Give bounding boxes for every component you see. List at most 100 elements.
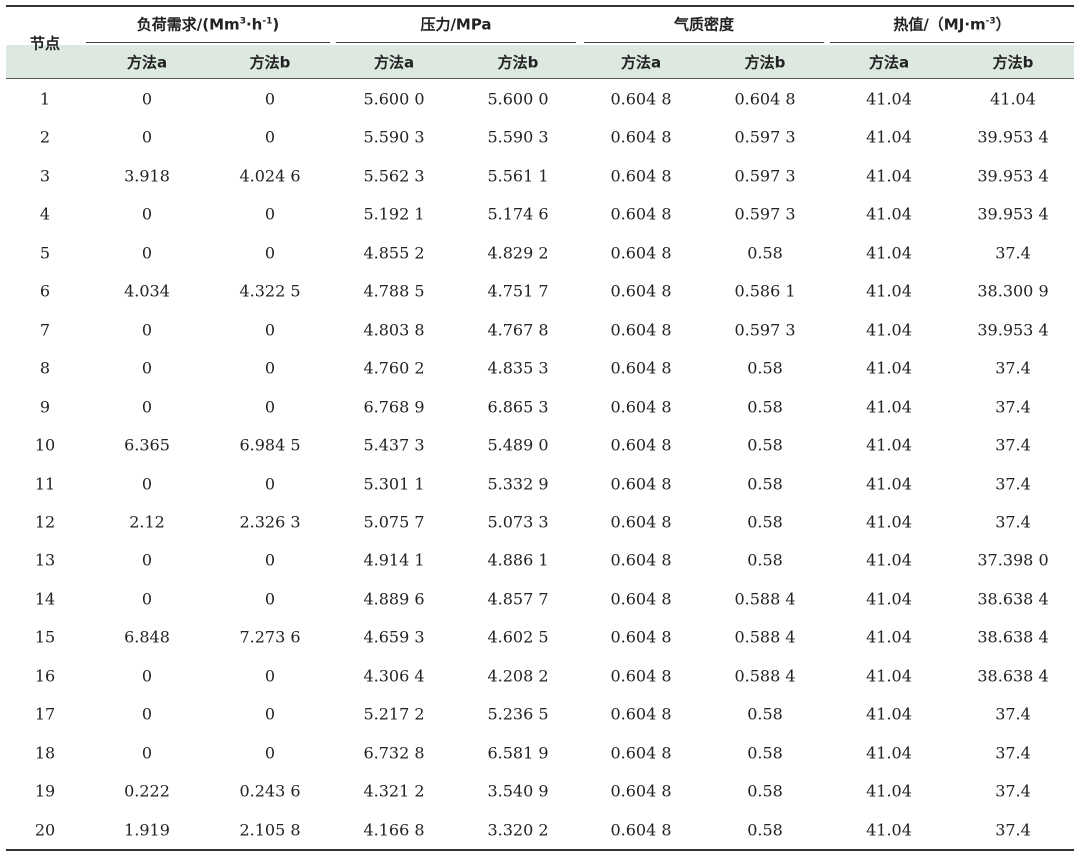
- cell-load-a: 0: [141, 704, 153, 724]
- cell-node-id: 13: [34, 550, 56, 570]
- cell-node-id: 5: [39, 243, 51, 263]
- cell-density-a: 0.604 8: [610, 589, 672, 609]
- cell-heating-a: 41.04: [866, 204, 912, 224]
- cell-heating-b: 37.4: [995, 243, 1031, 263]
- cell-density-a: 0.604 8: [610, 358, 672, 378]
- cell-load-b: 0: [264, 243, 276, 263]
- cell-heating-b: 37.4: [995, 743, 1031, 763]
- table-top-rule: [6, 5, 1074, 7]
- cell-heating-b: 37.4: [995, 820, 1031, 840]
- cell-load-a: 0: [141, 397, 153, 417]
- cell-pressure-a: 4.914 1: [363, 550, 425, 570]
- subheader-density-method-b: 方法b: [744, 53, 786, 72]
- cell-heating-b: 39.953 4: [977, 166, 1049, 186]
- cell-load-a: 0: [141, 550, 153, 570]
- cell-node-id: 17: [34, 704, 56, 724]
- cell-pressure-b: 4.767 8: [487, 320, 549, 340]
- cell-density-a: 0.604 8: [610, 474, 672, 493]
- cell-pressure-a: 4.306 4: [363, 666, 425, 686]
- cell-density-b: 0.604 8: [734, 89, 796, 109]
- cell-heating-b: 39.953 4: [977, 127, 1049, 147]
- subheader-density-method-a: 方法a: [620, 53, 662, 72]
- subheader-load-method-b: 方法b: [249, 53, 291, 72]
- cell-heating-a: 41.04: [866, 704, 912, 724]
- cell-heating-b: 37.4: [995, 704, 1031, 724]
- cell-pressure-b: 5.332 9: [487, 474, 549, 493]
- cell-pressure-b: 4.751 7: [487, 281, 549, 301]
- cell-density-b: 0.597 3: [734, 320, 796, 340]
- cell-heating-b: 41.04: [990, 89, 1036, 109]
- cell-heating-a: 41.04: [866, 358, 912, 378]
- cell-node-id: 2: [39, 127, 51, 147]
- cell-heating-b: 37.4: [995, 397, 1031, 417]
- group-rule-heating: [830, 42, 1074, 43]
- node-header: 节点: [29, 34, 61, 53]
- cell-load-a: 2.12: [129, 512, 165, 532]
- cell-node-id: 11: [34, 474, 56, 493]
- cell-load-b: 2.105 8: [239, 820, 301, 840]
- cell-density-b: 0.597 3: [734, 204, 796, 224]
- table-bottom-rule: [6, 849, 1074, 851]
- cell-load-a: 6.365: [124, 435, 170, 455]
- cell-heating-a: 41.04: [866, 435, 912, 455]
- cell-pressure-b: 3.540 9: [487, 781, 549, 801]
- cell-heating-b: 38.638 4: [977, 627, 1049, 647]
- cell-node-id: 10: [34, 435, 56, 455]
- cell-density-b: 0.586 1: [734, 281, 796, 301]
- cell-density-a: 0.604 8: [610, 820, 672, 840]
- group-header-density: 气质密度: [673, 15, 735, 34]
- cell-load-b: 0: [264, 550, 276, 570]
- cell-node-id: 18: [34, 743, 56, 763]
- cell-pressure-a: 4.166 8: [363, 820, 425, 840]
- cell-node-id: 20: [34, 820, 56, 840]
- cell-density-b: 0.588 4: [734, 589, 796, 609]
- subheader-rule: [6, 78, 1074, 79]
- cell-heating-a: 41.04: [866, 550, 912, 570]
- cell-node-id: 16: [34, 666, 56, 686]
- group-rule-load: [86, 42, 330, 43]
- cell-pressure-b: 5.489 0: [487, 435, 549, 455]
- cell-node-id: 14: [34, 589, 56, 609]
- cell-load-b: 0: [264, 666, 276, 686]
- cell-pressure-a: 4.855 2: [363, 243, 425, 263]
- cell-load-a: 0: [141, 320, 153, 340]
- cell-node-id: 9: [39, 397, 51, 417]
- cell-load-b: 0: [264, 474, 276, 493]
- cell-density-a: 0.604 8: [610, 127, 672, 147]
- cell-density-b: 0.58: [747, 358, 783, 378]
- cell-load-b: 0.243 6: [239, 781, 301, 801]
- cell-heating-a: 41.04: [866, 281, 912, 301]
- cell-node-id: 15: [34, 627, 56, 647]
- cell-density-b: 0.58: [747, 435, 783, 455]
- cell-pressure-a: 5.590 3: [363, 127, 425, 147]
- cell-load-b: 0: [264, 743, 276, 763]
- cell-density-a: 0.604 8: [610, 666, 672, 686]
- cell-pressure-b: 3.320 2: [487, 820, 549, 840]
- cell-load-b: 0: [264, 89, 276, 109]
- cell-pressure-a: 5.600 0: [363, 89, 425, 109]
- cell-node-id: 6: [39, 281, 51, 301]
- cell-heating-a: 41.04: [866, 397, 912, 417]
- cell-heating-a: 41.04: [866, 512, 912, 532]
- cell-load-a: 0: [141, 243, 153, 263]
- cell-pressure-a: 4.803 8: [363, 320, 425, 340]
- cell-node-id: 4: [39, 204, 51, 224]
- subheader-pressure-method-b: 方法b: [497, 53, 539, 72]
- cell-pressure-b: 5.561 1: [487, 166, 549, 186]
- cell-pressure-a: 4.760 2: [363, 358, 425, 378]
- cell-pressure-a: 5.217 2: [363, 704, 425, 724]
- cell-load-b: 6.984 5: [239, 435, 301, 455]
- cell-pressure-a: 5.437 3: [363, 435, 425, 455]
- cell-density-b: 0.58: [747, 550, 783, 570]
- subheader-heating-method-b: 方法b: [992, 53, 1034, 72]
- cell-load-a: 0: [141, 358, 153, 378]
- cell-load-a: 0: [141, 474, 153, 493]
- group-header-load: 负荷需求/(Mm3·h-1): [136, 15, 280, 34]
- cell-density-b: 0.597 3: [734, 127, 796, 147]
- cell-heating-a: 41.04: [866, 589, 912, 609]
- cell-density-a: 0.604 8: [610, 243, 672, 263]
- cell-node-id: 7: [39, 320, 51, 340]
- cell-heating-b: 38.638 4: [977, 666, 1049, 686]
- cell-pressure-a: 4.889 6: [363, 589, 425, 609]
- subheader-heating-method-a: 方法a: [868, 53, 910, 72]
